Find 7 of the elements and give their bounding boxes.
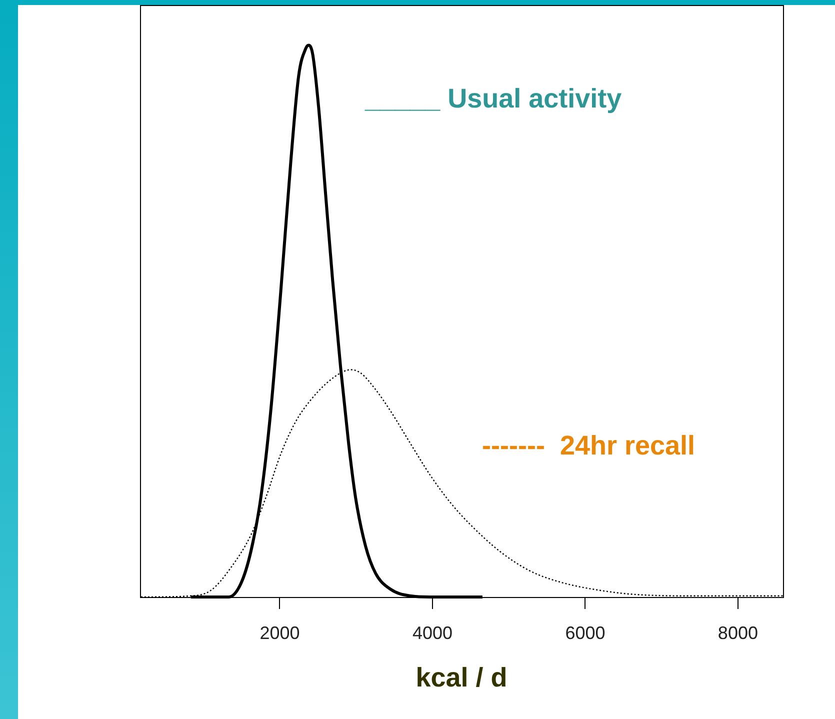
x-tick-label: 6000 [565, 622, 606, 643]
annotation: ------- 24hr recall [482, 430, 696, 460]
x-tick-label: 8000 [718, 622, 758, 643]
annotation: _____ Usual activity [364, 83, 622, 114]
x-tick-label: 2000 [260, 622, 300, 643]
x-tick-label: 4000 [412, 622, 453, 643]
x-axis-title: kcal / d [416, 662, 508, 692]
